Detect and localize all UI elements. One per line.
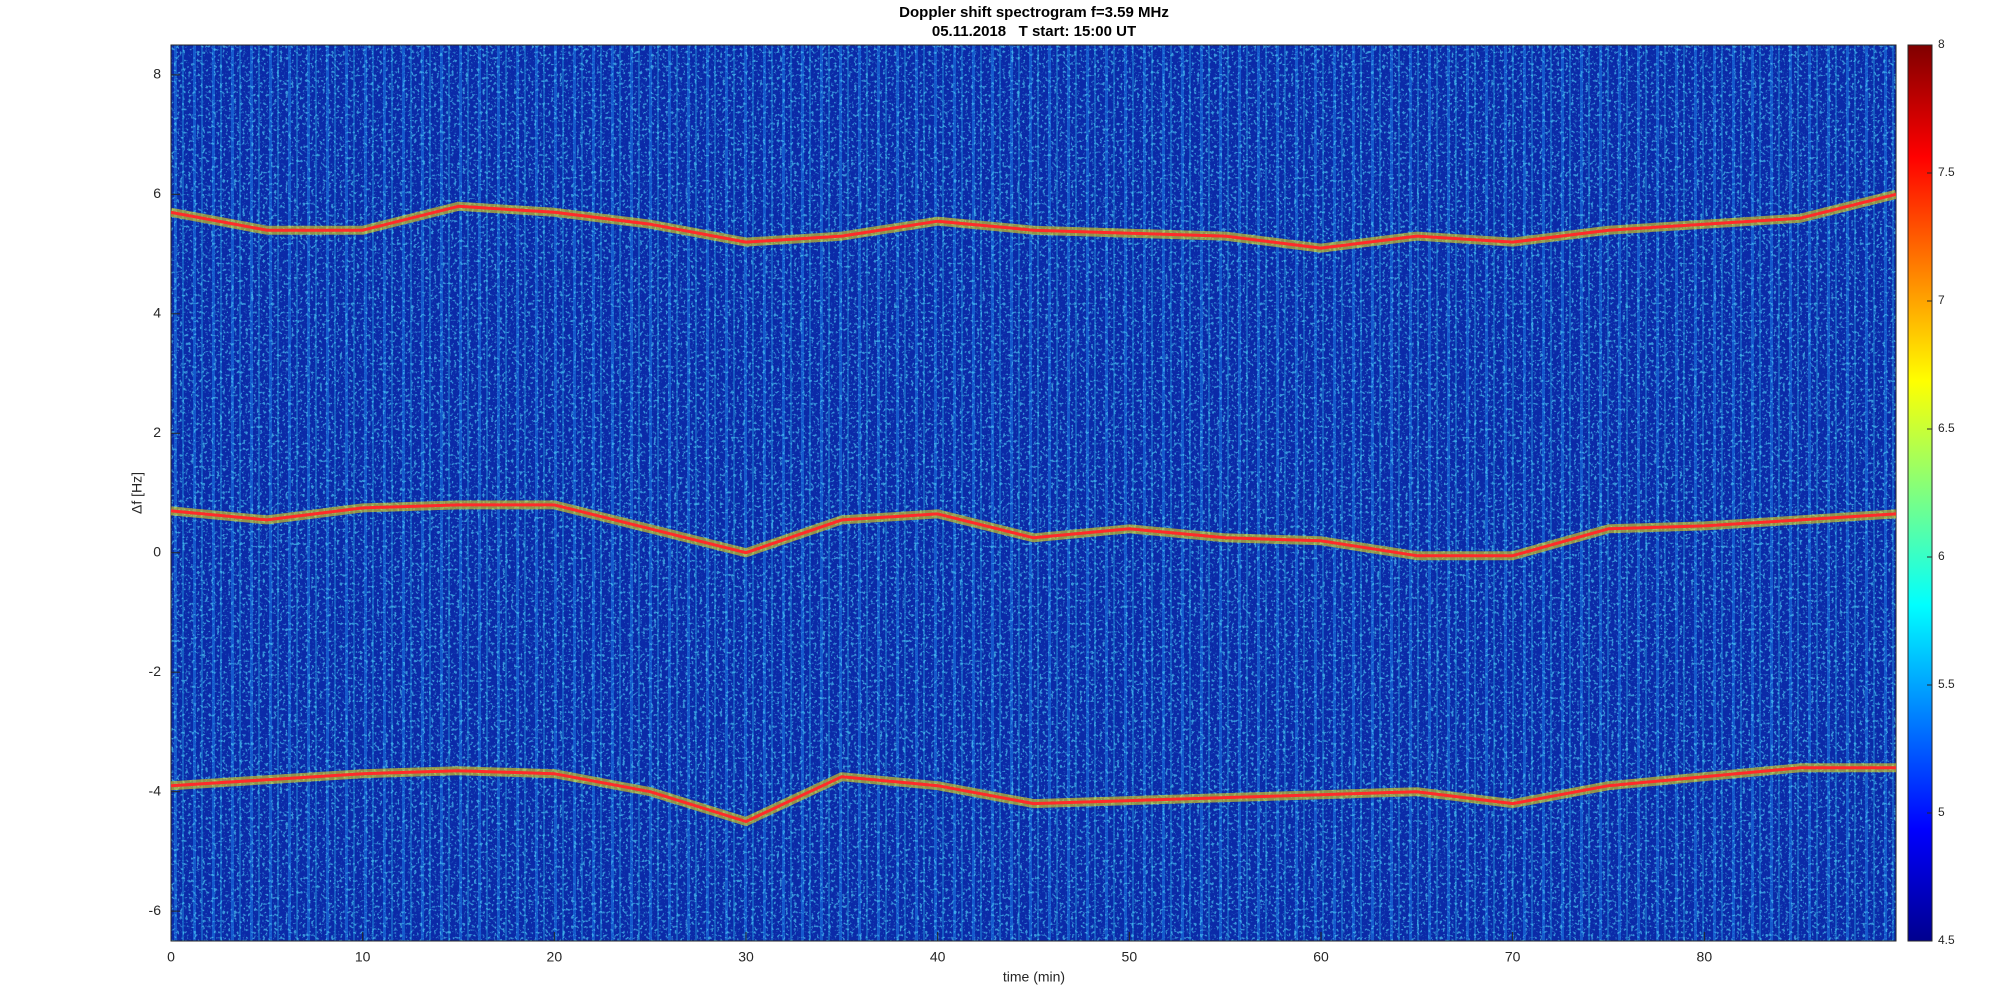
colorbar-tick-label: 4.5 [1938, 933, 1955, 947]
colorbar-tick-label: 8 [1938, 37, 1945, 51]
plot-frame [170, 44, 1897, 942]
y-tick-label: 8 [153, 66, 161, 82]
x-tick-label: 0 [167, 949, 175, 965]
colorbar-tick-label: 7 [1938, 293, 1945, 307]
colorbar-tick-label: 6.5 [1938, 421, 1955, 435]
y-tick-label: 6 [153, 185, 161, 201]
y-tick-label: -4 [149, 782, 162, 798]
x-tick-label: 10 [355, 949, 371, 965]
doppler-trace [171, 192, 1896, 250]
x-tick-label: 50 [1122, 949, 1138, 965]
chart-title: Doppler shift spectrogram f=3.59 MHz [899, 4, 1169, 21]
traces [171, 189, 1896, 826]
doppler-trace [171, 503, 1896, 558]
x-tick-label: 40 [930, 949, 946, 965]
y-tick-label: -2 [149, 663, 162, 679]
doppler-trace [171, 766, 1896, 823]
x-axis-label: time (min) [1003, 969, 1065, 985]
y-tick-label: 4 [153, 305, 161, 321]
x-tick-label: 70 [1505, 949, 1521, 965]
x-tick-label: 20 [547, 949, 563, 965]
chart-subtitle: 05.11.2018 T start: 15:00 UT [932, 23, 1136, 40]
colorbar [1907, 44, 1933, 942]
x-tick-label: 80 [1697, 949, 1713, 965]
y-tick-label: 2 [153, 424, 161, 440]
spectrogram-background [171, 45, 1896, 941]
y-tick-label: -6 [149, 902, 162, 918]
colorbar-tick-label: 6 [1938, 549, 1945, 563]
x-tick-label: 60 [1313, 949, 1329, 965]
colorbar-tick-label: 7.5 [1938, 165, 1955, 179]
y-axis-label: Δf [Hz] [129, 472, 145, 514]
x-tick-label: 30 [738, 949, 754, 965]
colorbar-tick-label: 5 [1938, 805, 1945, 819]
y-tick-label: 0 [153, 543, 161, 559]
colorbar-tick-label: 5.5 [1938, 677, 1955, 691]
